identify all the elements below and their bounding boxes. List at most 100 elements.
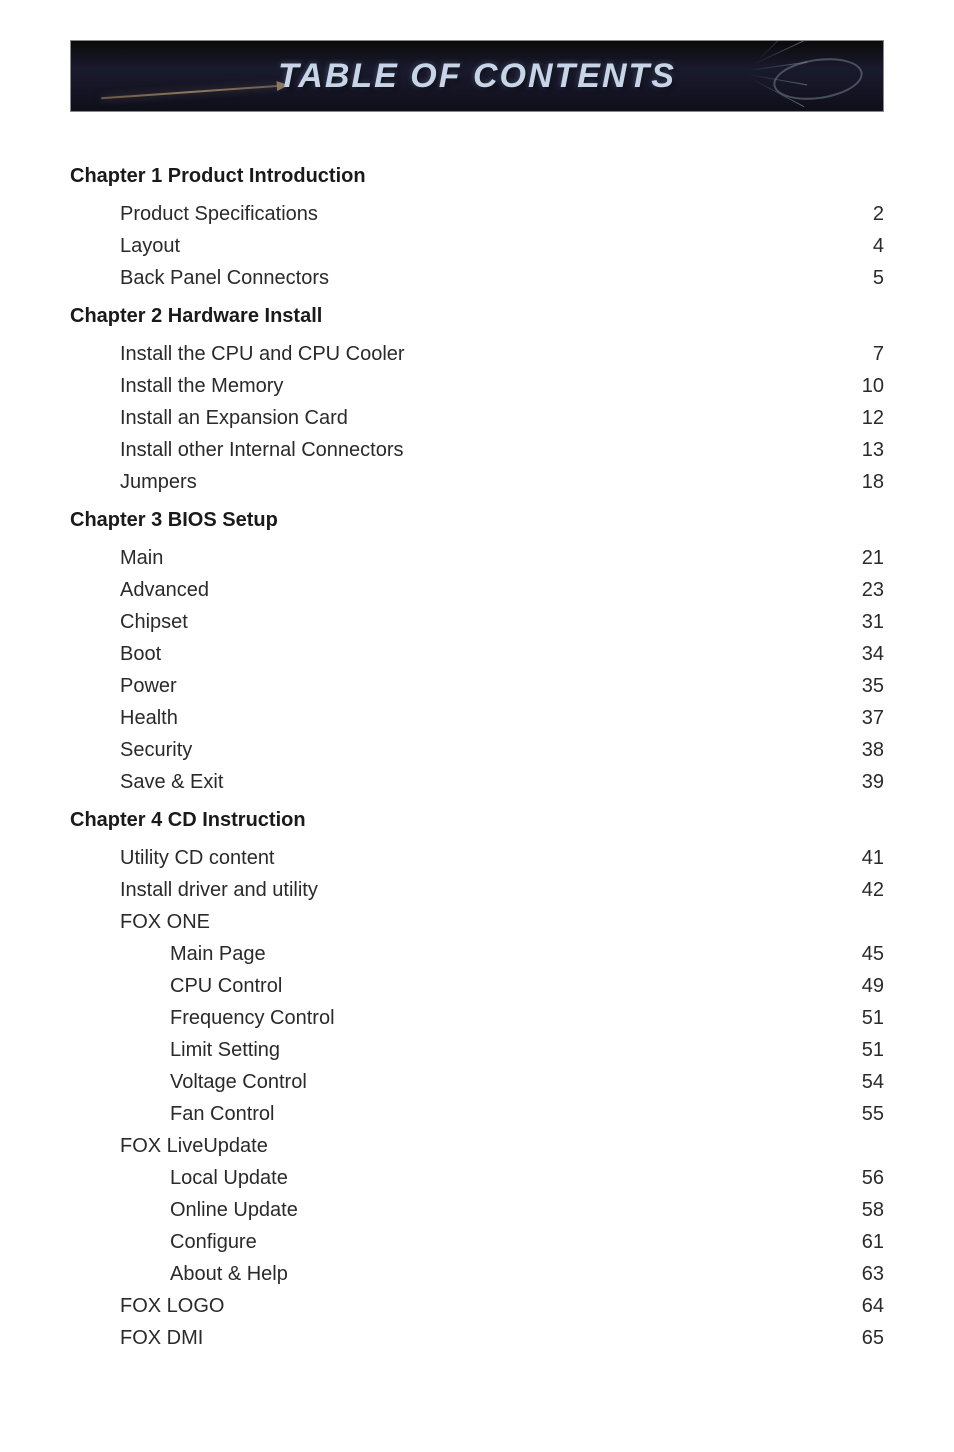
toc-entry: Install the Memory 10 (70, 370, 884, 402)
toc-entry-page: 65 (862, 1322, 884, 1354)
toc-entry: Advanced 23 (70, 574, 884, 606)
banner-firework-decoration (703, 46, 843, 96)
toc-chapter-heading: Chapter 2 Hardware Install (70, 300, 884, 332)
toc-entry-page: 13 (862, 434, 884, 466)
toc-entry-page: 61 (862, 1226, 884, 1258)
toc-entry: FOX DMI 65 (70, 1322, 884, 1354)
toc-entry-label: Install other Internal Connectors (120, 434, 404, 466)
toc-entry-page: 5 (873, 262, 884, 294)
toc-entry: Install other Internal Connectors 13 (70, 434, 884, 466)
toc-entry-page: 64 (862, 1290, 884, 1322)
toc-entry-label: Power (120, 670, 177, 702)
toc-entry-label: Advanced (120, 574, 209, 606)
toc-chapter-heading: Chapter 3 BIOS Setup (70, 504, 884, 536)
toc-entry: Save & Exit 39 (70, 766, 884, 798)
toc-entry-label: Install the Memory (120, 370, 283, 402)
toc-entry-page: 7 (873, 338, 884, 370)
toc-entry-label: Install an Expansion Card (120, 402, 348, 434)
toc-entry: Online Update 58 (70, 1194, 884, 1226)
toc-entry-label: FOX DMI (120, 1322, 203, 1354)
toc-entry-page: 58 (862, 1194, 884, 1226)
toc-entry-label: Frequency Control (170, 1002, 335, 1034)
toc-entry-label: Layout (120, 230, 180, 262)
toc-entry-page: 55 (862, 1098, 884, 1130)
banner-arrow-decoration (101, 85, 281, 100)
toc-entry: Security38 (70, 734, 884, 766)
page: TABLE OF CONTENTS Chapter 1 Product Intr… (0, 40, 954, 1354)
toc-entry-page: 12 (862, 402, 884, 434)
toc-entry: Local Update 56 (70, 1162, 884, 1194)
toc-entry: Install driver and utility 42 (70, 874, 884, 906)
toc-entry-label: Voltage Control (170, 1066, 307, 1098)
toc-entry-page: 56 (862, 1162, 884, 1194)
toc-entry-page: 54 (862, 1066, 884, 1098)
toc-entry-page: 51 (862, 1034, 884, 1066)
toc-entry-page: 18 (862, 466, 884, 498)
toc-entry-label: CPU Control (170, 970, 282, 1002)
toc-entry: Frequency Control 51 (70, 1002, 884, 1034)
toc-entry-page: 37 (862, 702, 884, 734)
toc-entry-label: About & Help (170, 1258, 288, 1290)
toc-entry-page: 2 (873, 198, 884, 230)
toc-entry-label: Product Specifications (120, 198, 318, 230)
toc-entry-page: 34 (862, 638, 884, 670)
toc-entry: Fan Control 55 (70, 1098, 884, 1130)
toc-entry-label: Local Update (170, 1162, 288, 1194)
toc-entry-label: Install driver and utility (120, 874, 318, 906)
toc-entry-label: Save & Exit (120, 766, 223, 798)
toc-entry-page: 39 (862, 766, 884, 798)
toc-entry: Install an Expansion Card 12 (70, 402, 884, 434)
toc-entry-page: 23 (862, 574, 884, 606)
table-of-contents: Chapter 1 Product Introduction Product Sp… (70, 160, 884, 1354)
toc-entry-label: Main Page (170, 938, 266, 970)
toc-chapter-heading: Chapter 1 Product Introduction (70, 160, 884, 192)
toc-entry: Boot 34 (70, 638, 884, 670)
toc-entry-page: 35 (862, 670, 884, 702)
toc-entry-page: 49 (862, 970, 884, 1002)
toc-entry: Health 37 (70, 702, 884, 734)
banner: TABLE OF CONTENTS (70, 40, 884, 112)
toc-entry-page: 21 (862, 542, 884, 574)
toc-entry-page: 45 (862, 938, 884, 970)
toc-chapter-heading: Chapter 4 CD Instruction (70, 804, 884, 836)
toc-entry-page: 4 (873, 230, 884, 262)
toc-entry: FOX LOGO 64 (70, 1290, 884, 1322)
toc-entry: Limit Setting 51 (70, 1034, 884, 1066)
toc-entry-label: Configure (170, 1226, 257, 1258)
toc-entry-label: Utility CD content (120, 842, 275, 874)
toc-entry: Power 35 (70, 670, 884, 702)
toc-subheading: FOX ONE (70, 906, 884, 938)
toc-entry: Main Page 45 (70, 938, 884, 970)
toc-entry-page: 41 (862, 842, 884, 874)
toc-entry-label: Jumpers (120, 466, 197, 498)
toc-entry-label: Install the CPU and CPU Cooler (120, 338, 405, 370)
toc-entry-label: Back Panel Connectors (120, 262, 329, 294)
toc-entry: Product Specifications 2 (70, 198, 884, 230)
banner-title: TABLE OF CONTENTS (278, 57, 676, 96)
toc-entry-page: 63 (862, 1258, 884, 1290)
toc-entry: Back Panel Connectors 5 (70, 262, 884, 294)
toc-subheading: FOX LiveUpdate (70, 1130, 884, 1162)
toc-entry-label: Limit Setting (170, 1034, 280, 1066)
toc-entry: Main 21 (70, 542, 884, 574)
toc-entry-label: Main (120, 542, 163, 574)
toc-entry-page: 10 (862, 370, 884, 402)
toc-entry: Configure 61 (70, 1226, 884, 1258)
toc-entry: Layout 4 (70, 230, 884, 262)
toc-entry-label: Chipset (120, 606, 188, 638)
toc-entry: Utility CD content 41 (70, 842, 884, 874)
toc-entry-label: Online Update (170, 1194, 298, 1226)
toc-entry-label: Health (120, 702, 178, 734)
toc-entry: Voltage Control 54 (70, 1066, 884, 1098)
toc-entry-label: Boot (120, 638, 161, 670)
toc-entry: Install the CPU and CPU Cooler 7 (70, 338, 884, 370)
toc-entry: About & Help 63 (70, 1258, 884, 1290)
toc-entry: Chipset31 (70, 606, 884, 638)
toc-entry-label: FOX LOGO (120, 1290, 224, 1322)
toc-entry-page: 42 (862, 874, 884, 906)
toc-entry-label: Fan Control (170, 1098, 275, 1130)
toc-entry-page: 51 (862, 1002, 884, 1034)
toc-entry: Jumpers 18 (70, 466, 884, 498)
toc-entry-page: 38 (862, 734, 884, 766)
toc-entry: CPU Control 49 (70, 970, 884, 1002)
